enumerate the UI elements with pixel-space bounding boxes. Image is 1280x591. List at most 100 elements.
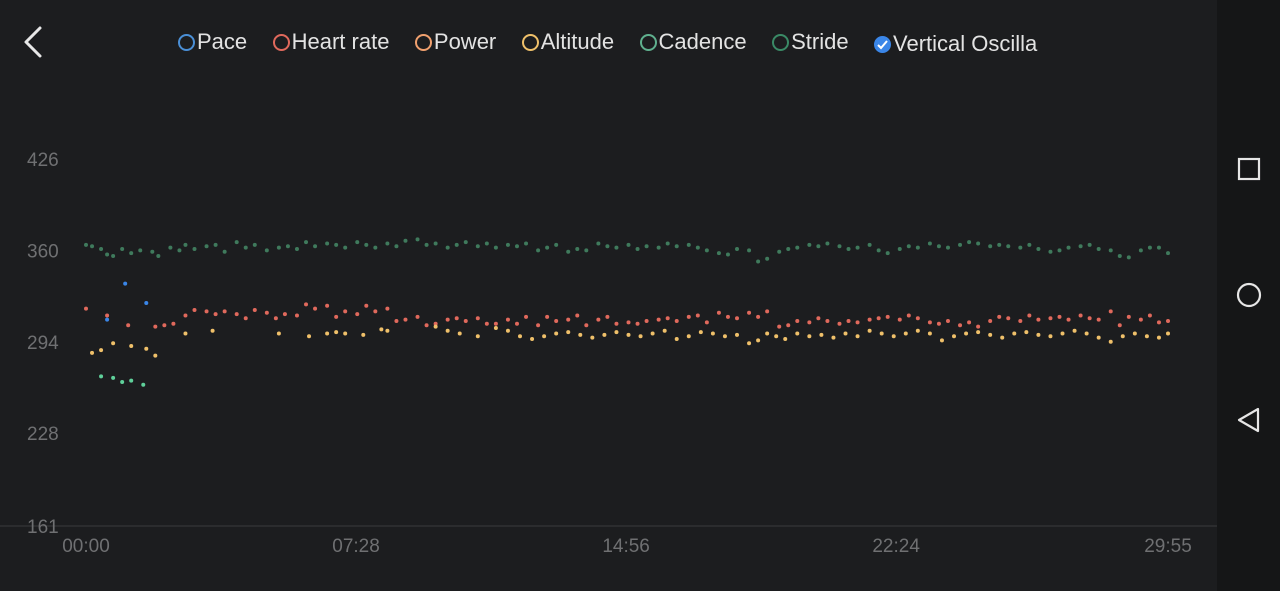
data-point [454,316,459,321]
legend-item-stride[interactable]: Stride [772,28,849,56]
data-point [825,319,830,324]
data-point [855,334,860,339]
data-point [831,335,836,340]
data-point [1078,313,1083,318]
back-button[interactable] [14,22,54,62]
data-point [156,253,161,258]
data-point [282,312,287,317]
data-point [816,244,821,249]
data-point [111,375,116,380]
data-point [171,321,176,326]
data-point [1024,330,1029,335]
data-point [84,242,88,247]
data-point [1166,331,1170,336]
data-point [795,319,800,324]
data-point [1066,317,1071,322]
data-point [825,241,830,246]
data-point [536,248,541,253]
data-point [945,245,950,250]
legend-item-heart-rate[interactable]: Heart rate [272,28,390,56]
legend-item-cadence[interactable]: Cadence [639,28,747,56]
data-point [936,244,941,249]
data-point [1144,334,1149,339]
data-point [927,241,932,246]
data-point [1006,316,1011,321]
legend-label: Heart rate [291,29,390,54]
data-point [777,324,782,329]
data-point [927,320,932,325]
data-point [210,328,215,333]
data-point [807,242,812,247]
data-point [906,244,911,249]
data-point [484,241,489,246]
data-point [936,321,941,326]
legend-label: Stride [791,29,849,54]
home-button[interactable] [1230,276,1268,314]
data-point [1147,313,1152,318]
data-point [1132,331,1137,336]
data-point [626,242,631,247]
data-point [725,252,730,257]
data-point [243,316,248,321]
data-point [1036,247,1041,252]
data-point [183,313,188,318]
legend-label: Pace [197,29,248,54]
y-tick-label: 294 [27,333,59,354]
square-icon [1237,157,1261,181]
legend-item-power[interactable]: Power [414,28,496,56]
recents-button[interactable] [1230,150,1268,188]
data-point [867,328,872,333]
data-point [433,324,438,329]
data-point [747,341,752,346]
system-nav-bar [1217,0,1280,591]
data-point [976,330,981,335]
data-point [536,323,541,328]
data-point [1048,334,1053,339]
legend-item-altitude[interactable]: Altitude [521,28,615,56]
data-point [475,244,480,249]
data-point [394,244,399,249]
y-tick-label: 360 [27,241,59,262]
data-point [445,245,450,250]
data-point [554,242,559,247]
data-point [1057,314,1062,319]
data-point [665,241,670,246]
data-point [403,317,408,322]
data-point [90,244,95,249]
data-point [243,245,248,250]
data-point [816,316,821,321]
data-point [424,242,429,247]
data-point [1138,317,1143,322]
legend-item-vertical-oscillation[interactable]: Vertical Oscilla [874,30,1037,58]
data-point [756,338,761,343]
data-point [837,244,842,249]
data-point [234,240,239,245]
data-point [722,334,727,339]
data-point [716,251,721,256]
data-point [695,313,700,318]
legend-label: Altitude [540,29,615,54]
data-point [294,247,299,252]
data-point [343,331,348,336]
data-point [614,330,619,335]
data-point [445,328,450,333]
data-point [518,334,523,339]
x-tick-label: 00:00 [62,536,110,557]
legend-item-pace[interactable]: Pace [178,28,247,56]
data-point [222,249,227,254]
data-point [846,319,851,324]
data-point [524,314,529,319]
data-point [1087,316,1092,321]
data-point [373,309,378,314]
data-point [105,317,110,322]
data-point [1036,317,1041,322]
data-point [1057,248,1062,253]
data-point [735,332,740,337]
data-point [264,310,269,315]
data-point [1027,313,1032,318]
nav-back-button[interactable] [1230,401,1268,439]
data-point [192,247,197,252]
data-point [1166,251,1170,256]
data-point [1066,245,1071,250]
data-point [484,321,489,326]
